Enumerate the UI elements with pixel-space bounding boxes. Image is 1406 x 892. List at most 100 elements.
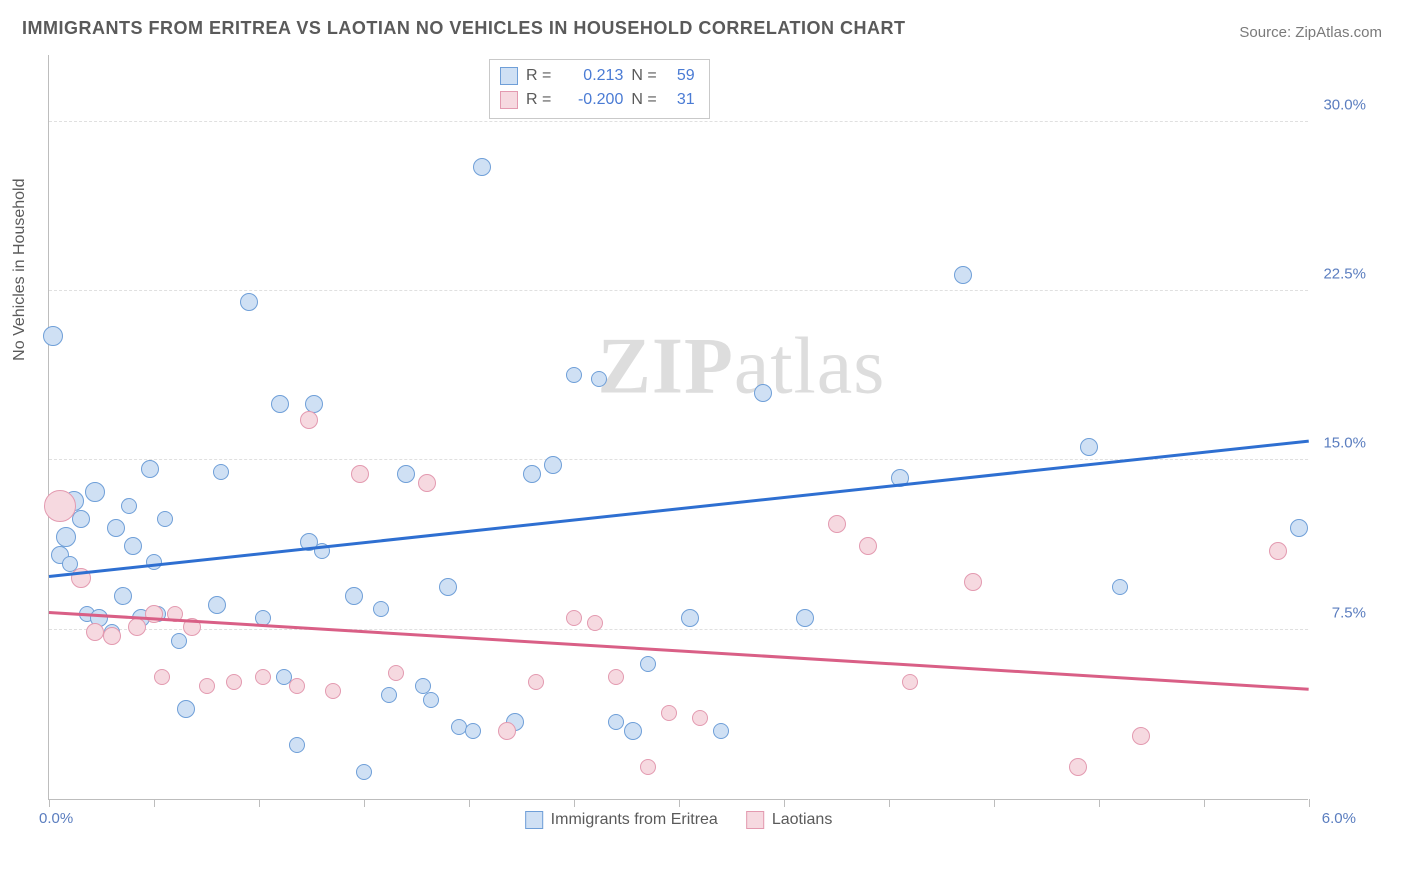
scatter-point xyxy=(157,511,173,527)
scatter-point xyxy=(1290,519,1308,537)
scatter-point xyxy=(528,674,544,690)
r-value-series1: 0.213 xyxy=(559,64,623,88)
scatter-point xyxy=(103,627,121,645)
n-value-series1: 59 xyxy=(665,64,695,88)
x-tick xyxy=(1309,799,1310,807)
x-tick xyxy=(1099,799,1100,807)
y-axis-title: No Vehicles in Household xyxy=(11,178,29,360)
scatter-point xyxy=(141,460,159,478)
swatch-series1 xyxy=(525,811,543,829)
x-tick xyxy=(49,799,50,807)
scatter-point xyxy=(859,537,877,555)
scatter-point xyxy=(240,293,258,311)
legend-label-series2: Laotians xyxy=(772,811,833,829)
scatter-point xyxy=(423,692,439,708)
x-tick xyxy=(679,799,680,807)
scatter-point xyxy=(566,367,582,383)
scatter-point xyxy=(121,498,137,514)
scatter-point xyxy=(465,723,481,739)
scatter-point xyxy=(289,737,305,753)
scatter-point xyxy=(85,482,105,502)
x-tick xyxy=(364,799,365,807)
scatter-point xyxy=(325,683,341,699)
scatter-point xyxy=(300,411,318,429)
scatter-point xyxy=(523,465,541,483)
scatter-point xyxy=(128,618,146,636)
scatter-point xyxy=(473,158,491,176)
scatter-point xyxy=(345,587,363,605)
n-label: N = xyxy=(631,64,656,88)
scatter-point xyxy=(226,674,242,690)
scatter-point xyxy=(208,596,226,614)
scatter-point xyxy=(1080,438,1098,456)
scatter-point xyxy=(587,615,603,631)
scatter-point xyxy=(114,587,132,605)
scatter-point xyxy=(754,384,772,402)
scatter-point xyxy=(56,527,76,547)
scatter-point xyxy=(356,764,372,780)
scatter-point xyxy=(544,456,562,474)
scatter-point xyxy=(439,578,457,596)
y-tick-label: 7.5% xyxy=(1332,604,1366,621)
scatter-point xyxy=(271,395,289,413)
x-tick xyxy=(784,799,785,807)
stats-row-series1: R = 0.213 N = 59 xyxy=(500,64,695,88)
scatter-point xyxy=(566,610,582,626)
scatter-point xyxy=(418,474,436,492)
scatter-point xyxy=(381,687,397,703)
n-value-series2: 31 xyxy=(665,88,695,112)
scatter-point xyxy=(624,722,642,740)
x-axis-min-label: 0.0% xyxy=(39,810,73,827)
x-tick xyxy=(994,799,995,807)
scatter-point xyxy=(713,723,729,739)
scatter-point xyxy=(608,714,624,730)
gridline-h xyxy=(49,290,1308,291)
scatter-point xyxy=(177,700,195,718)
gridline-h xyxy=(49,121,1308,122)
scatter-point xyxy=(640,759,656,775)
scatter-point xyxy=(171,633,187,649)
scatter-point xyxy=(1112,579,1128,595)
y-tick-label: 22.5% xyxy=(1323,266,1366,283)
scatter-point xyxy=(796,609,814,627)
scatter-point xyxy=(388,665,404,681)
r-label: R = xyxy=(526,64,551,88)
scatter-point xyxy=(86,623,104,641)
scatter-point xyxy=(289,678,305,694)
source-link[interactable]: ZipAtlas.com xyxy=(1295,24,1382,41)
scatter-point xyxy=(124,537,142,555)
watermark-zip: ZIP xyxy=(597,323,733,411)
gridline-h xyxy=(49,629,1308,630)
watermark: ZIPatlas xyxy=(597,322,885,413)
plot-area: ZIPatlas R = 0.213 N = 59 R = -0.200 N =… xyxy=(48,55,1308,800)
swatch-series2 xyxy=(746,811,764,829)
stats-row-series2: R = -0.200 N = 31 xyxy=(500,88,695,112)
legend-item-series2: Laotians xyxy=(746,811,833,829)
x-axis-max-label: 6.0% xyxy=(1322,810,1356,827)
scatter-point xyxy=(1132,727,1150,745)
scatter-point xyxy=(1269,542,1287,560)
chart-title: IMMIGRANTS FROM ERITREA VS LAOTIAN NO VE… xyxy=(22,18,906,39)
source-attribution: Source: ZipAtlas.com xyxy=(1239,24,1382,41)
scatter-point xyxy=(199,678,215,694)
scatter-point xyxy=(43,326,63,346)
r-value-series2: -0.200 xyxy=(559,88,623,112)
x-tick xyxy=(574,799,575,807)
y-tick-label: 30.0% xyxy=(1323,96,1366,113)
scatter-point xyxy=(954,266,972,284)
scatter-point xyxy=(255,669,271,685)
y-tick-label: 15.0% xyxy=(1323,435,1366,452)
swatch-series1 xyxy=(500,67,518,85)
legend-item-series1: Immigrants from Eritrea xyxy=(525,811,718,829)
scatter-point xyxy=(828,515,846,533)
scatter-point xyxy=(351,465,369,483)
scatter-point xyxy=(692,710,708,726)
series-legend: Immigrants from Eritrea Laotians xyxy=(525,811,833,829)
scatter-point xyxy=(591,371,607,387)
scatter-point xyxy=(72,510,90,528)
scatter-point xyxy=(640,656,656,672)
n-label: N = xyxy=(631,88,656,112)
scatter-point xyxy=(608,669,624,685)
scatter-point xyxy=(681,609,699,627)
plot-wrapper: ZIPatlas R = 0.213 N = 59 R = -0.200 N =… xyxy=(48,55,1368,830)
